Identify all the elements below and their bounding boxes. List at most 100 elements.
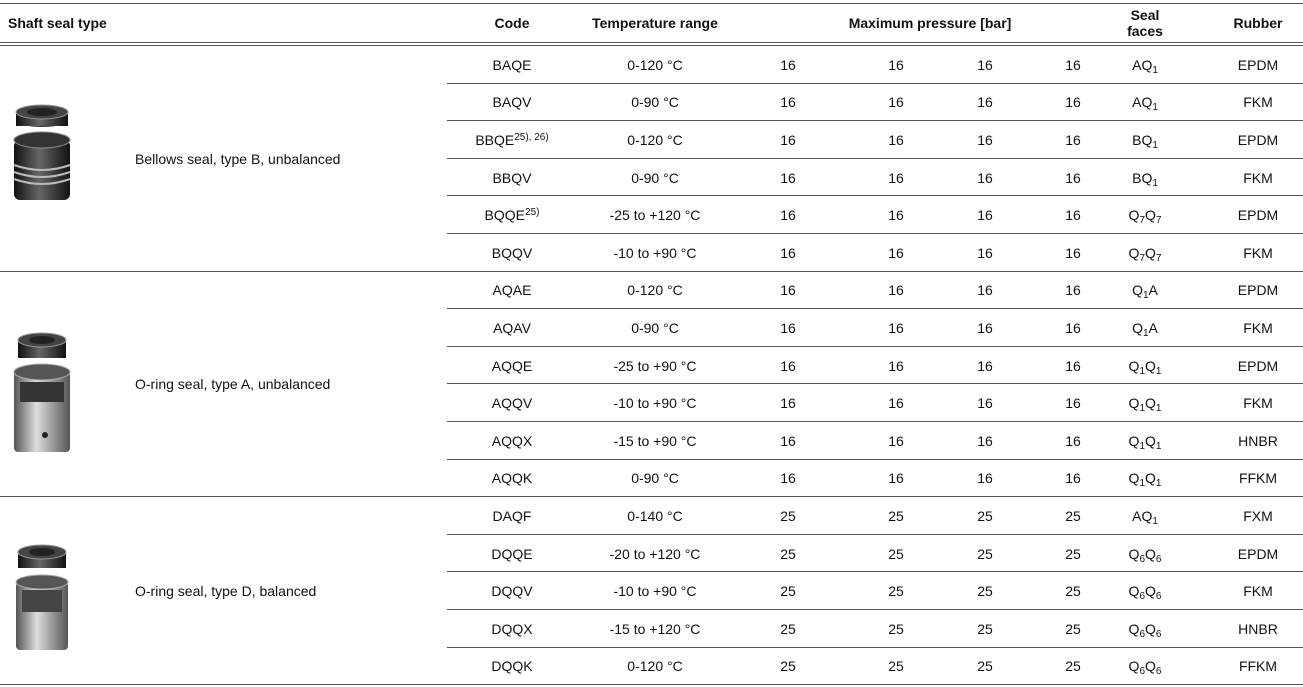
subscript: 1 xyxy=(1155,365,1162,377)
pressure: 16 xyxy=(1065,207,1081,224)
code-cell: BBQV xyxy=(493,170,532,186)
pressure: 25 xyxy=(1065,508,1081,524)
seal-faces: BQ1 xyxy=(1132,132,1158,151)
face: Q xyxy=(1145,658,1156,675)
header-cell: Temperature range xyxy=(592,15,718,31)
code: BBQE xyxy=(475,132,515,148)
pressure: 16 xyxy=(977,357,993,374)
pressure: 16 xyxy=(888,470,904,487)
temperature: 0-90 °C xyxy=(631,169,679,186)
seal-faces: Q7Q7 xyxy=(1129,207,1162,227)
subscript: 7 xyxy=(1155,252,1162,264)
seal-faces: Q1Q1 xyxy=(1129,395,1162,414)
rubber: FKM xyxy=(1243,395,1273,412)
pressure: 16 xyxy=(1065,169,1081,186)
rule xyxy=(447,233,1303,234)
seal-faces: Q1Q1 xyxy=(1128,470,1162,490)
rule xyxy=(447,308,1303,310)
face: Q xyxy=(1128,620,1140,637)
seal-faces: Q6Q6 xyxy=(1128,658,1162,677)
pressure: 25 xyxy=(780,508,796,524)
code-cell: BQQV xyxy=(492,245,532,261)
rule xyxy=(447,571,1303,573)
pressure: 25 xyxy=(780,620,796,637)
pressure: 16 xyxy=(780,244,796,261)
face: Q xyxy=(1128,658,1140,675)
code-cell: AQQE xyxy=(492,358,532,374)
rule xyxy=(447,421,1303,422)
pressure: 25 xyxy=(780,583,796,600)
pressure: 16 xyxy=(977,94,993,111)
pressure: 25 xyxy=(1065,583,1081,600)
pressure: 25 xyxy=(888,508,904,524)
code-cell: DAQF xyxy=(493,508,532,524)
pressure: 16 xyxy=(1065,432,1081,449)
code: AQQK xyxy=(491,470,533,487)
pressure: 16 xyxy=(977,432,993,449)
face: BQ xyxy=(1132,132,1153,148)
rubber: EPDM xyxy=(1237,282,1279,299)
seal-faces: Q6Q6 xyxy=(1128,620,1162,640)
pressure: 25 xyxy=(780,658,796,675)
rubber: HNBR xyxy=(1238,620,1278,637)
code-cell: BAQV xyxy=(493,94,532,110)
seal-faces: Q6Q6 xyxy=(1129,546,1162,565)
pressure: 16 xyxy=(1065,132,1081,148)
subscript: 1 xyxy=(1152,64,1158,76)
seal-faces: AQ1 xyxy=(1132,508,1158,527)
rubber: FKM xyxy=(1243,94,1273,111)
subscript: 1 xyxy=(1152,516,1158,527)
subscript: 1 xyxy=(1142,290,1149,302)
pressure: 16 xyxy=(977,169,993,186)
face: Q xyxy=(1128,357,1140,374)
code-cell: AQAE xyxy=(493,282,532,298)
pressure: 16 xyxy=(977,132,993,148)
face: Q xyxy=(1145,620,1156,637)
subscript: 7 xyxy=(1155,215,1162,227)
header-cell: Rubber xyxy=(1233,15,1283,31)
pressure: 25 xyxy=(780,545,796,562)
rubber: EPDM xyxy=(1237,132,1279,148)
face: AQ xyxy=(1132,508,1153,524)
pressure: 16 xyxy=(1065,244,1081,261)
pressure: 25 xyxy=(977,508,993,524)
pressure: 16 xyxy=(780,169,796,186)
pressure: 25 xyxy=(1065,658,1081,675)
seal-faces: Q1Q1 xyxy=(1128,357,1162,377)
pressure: 25 xyxy=(1065,620,1081,637)
header-cell: Seal faces xyxy=(1127,7,1163,39)
subscript: 1 xyxy=(1139,440,1145,452)
face: Q xyxy=(1128,432,1140,449)
temperature: 0-120 °C xyxy=(627,282,683,299)
pressure: 16 xyxy=(888,432,904,449)
seal-faces: AQ1 xyxy=(1132,57,1158,76)
pressure: 25 xyxy=(977,545,993,562)
face: Q xyxy=(1145,244,1156,261)
header-cell: Code xyxy=(494,15,530,31)
rule xyxy=(447,609,1303,610)
subscript: 6 xyxy=(1155,553,1162,565)
code-cell: BAQE xyxy=(493,57,532,73)
rubber: EPDM xyxy=(1237,207,1279,224)
pressure: 16 xyxy=(1065,94,1081,111)
code: DAQF xyxy=(492,508,532,524)
pressure: 16 xyxy=(888,282,904,299)
seal-faces: Q6Q6 xyxy=(1129,583,1162,602)
pressure: 16 xyxy=(1065,395,1081,412)
face: Q xyxy=(1128,470,1140,487)
rubber: HNBR xyxy=(1238,432,1278,449)
pressure: 25 xyxy=(888,658,904,675)
code-cell: DQQV xyxy=(491,583,532,599)
pressure: 16 xyxy=(888,320,904,336)
subscript: 7 xyxy=(1139,215,1145,227)
pressure: 25 xyxy=(888,545,904,562)
temperature: -10 to +90 °C xyxy=(613,395,697,412)
subscript: 1 xyxy=(1152,140,1158,151)
rubber: FFKM xyxy=(1238,470,1278,487)
pressure: 16 xyxy=(977,395,993,412)
seal-description: Bellows seal, type B, unbalanced xyxy=(135,150,341,167)
subscript: 1 xyxy=(1142,328,1149,339)
subscript: 1 xyxy=(1155,478,1162,490)
pressure: 25 xyxy=(1065,545,1081,562)
